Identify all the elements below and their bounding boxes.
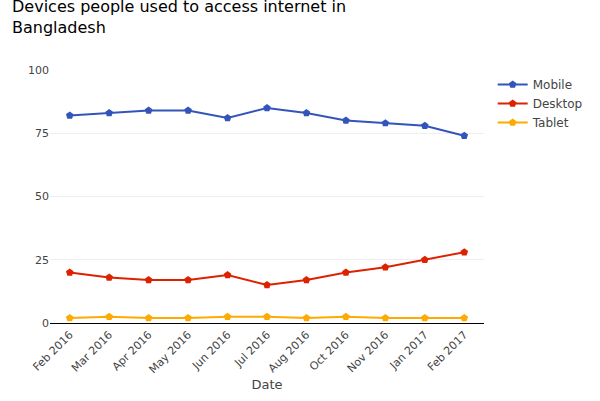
svg-text:Mobile: Mobile [533, 78, 572, 92]
svg-text:Oct 2016: Oct 2016 [307, 329, 352, 374]
svg-text:May 2016: May 2016 [147, 329, 195, 377]
svg-text:Nov 2016: Nov 2016 [345, 329, 392, 376]
svg-text:Aug 2016: Aug 2016 [266, 329, 313, 376]
svg-text:25: 25 [35, 254, 49, 267]
svg-text:Jan 2017: Jan 2017 [387, 329, 431, 373]
svg-text:Mar 2016: Mar 2016 [69, 329, 115, 375]
svg-text:Feb 2016: Feb 2016 [31, 329, 76, 374]
svg-text:Jul 2016: Jul 2016 [231, 329, 273, 371]
svg-text:0: 0 [42, 317, 49, 330]
svg-text:Jun 2016: Jun 2016 [189, 329, 233, 373]
svg-text:75: 75 [35, 127, 49, 140]
svg-text:Tablet: Tablet [532, 116, 569, 130]
svg-text:50: 50 [35, 190, 49, 203]
svg-text:Date: Date [251, 377, 282, 392]
svg-text:100: 100 [28, 64, 49, 77]
svg-text:Apr 2016: Apr 2016 [110, 329, 155, 374]
svg-text:Feb 2017: Feb 2017 [425, 329, 470, 374]
svg-text:Devices people used to access: Devices people used to access internet i… [12, 0, 346, 37]
svg-text:Desktop: Desktop [533, 97, 583, 111]
